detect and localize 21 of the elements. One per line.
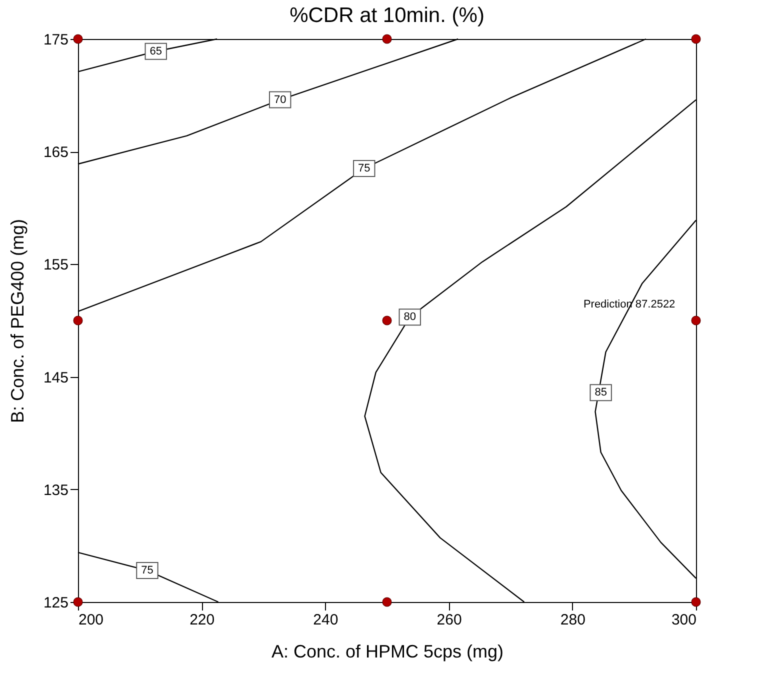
x-tick-label: 200 [78,612,104,628]
x-tick-label: 300 [671,612,696,628]
x-tick-label: 240 [313,612,338,628]
x-tick-label: 260 [436,612,462,628]
y-tick-label: 165 [43,144,68,162]
annotation: 65 [150,45,162,58]
x-tick-label: 280 [560,612,586,628]
x-tick-label: 220 [190,612,215,628]
y-axis-title: B: Conc. of PEG400 (mg) [7,218,28,424]
annotation: 75 [358,162,370,174]
chart-title: %CDR at 10min. (%) [290,4,484,27]
y-tick-label: 175 [43,32,68,48]
y-tick-label: 125 [43,594,68,612]
y-tick-label: 135 [43,482,68,499]
annotation: 75 [141,564,154,576]
y-tick-label: 145 [43,369,68,386]
y-tick-label: 155 [43,256,68,274]
annotation: 85 [594,386,607,399]
annotation: 70 [274,94,286,106]
annotation: 80 [404,311,416,324]
x-axis-title: A: Conc. of HPMC 5cps (mg) [271,642,504,662]
